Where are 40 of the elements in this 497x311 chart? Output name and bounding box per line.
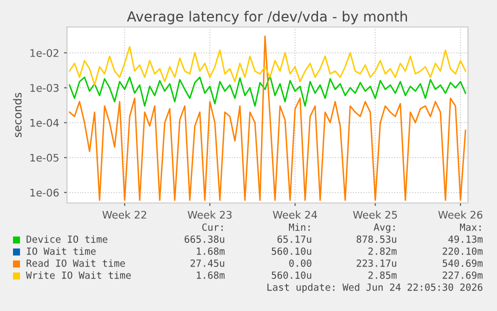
line-series xyxy=(68,46,466,86)
text: 1.68m xyxy=(196,247,225,255)
y-tick-label: 1e-04 xyxy=(30,118,59,127)
text: 2.85m xyxy=(368,271,397,279)
text: 878.53u xyxy=(356,235,396,243)
x-tick-label: Week 22 xyxy=(102,210,146,219)
x-tick-label: Week 26 xyxy=(438,210,482,219)
legend-label: Device IO time xyxy=(26,235,108,243)
text: 560.10u xyxy=(272,247,312,255)
y-tick-label: 1e-05 xyxy=(30,154,58,162)
text: 227.69m xyxy=(442,271,483,279)
text: 220.10m xyxy=(442,247,483,255)
text: 49.13m xyxy=(448,235,483,243)
text: 665.38u xyxy=(184,235,224,243)
text: 223.17u xyxy=(356,259,396,267)
text: 560.10u xyxy=(272,271,312,279)
text: 1.68m xyxy=(196,271,225,279)
text: Max: xyxy=(460,224,481,231)
text: 2.82m xyxy=(368,247,397,255)
text: 27.45u xyxy=(190,259,224,267)
legend-label: Write IO Wait time xyxy=(26,271,131,279)
text: 0.00 xyxy=(289,259,312,267)
legend-label: IO Wait time xyxy=(26,247,96,255)
line-series xyxy=(68,35,466,201)
x-tick-label: Week 24 xyxy=(272,210,318,219)
y-tick-label: 1e-06 xyxy=(30,188,59,197)
line-series xyxy=(68,75,466,107)
y-tick-label: 1e-03 xyxy=(30,84,59,92)
text: Cur: xyxy=(202,223,223,231)
text: 540.69m xyxy=(442,259,483,267)
text: Last update: Wed Jun 24 22:05:30 2026 xyxy=(267,283,482,293)
x-tick-label: Week 23 xyxy=(188,210,232,219)
text: Min: xyxy=(288,223,310,231)
text: Avg: xyxy=(374,224,395,233)
chart-title: Average latency for /dev/vda - by month xyxy=(126,10,407,24)
y-axis-title: seconds xyxy=(13,92,22,138)
x-tick-label: Week 25 xyxy=(353,210,397,219)
y-tick-label: 1e-02 xyxy=(30,49,58,57)
text: 65.17u xyxy=(278,235,312,243)
legend-label: Read IO Wait time xyxy=(26,259,125,267)
